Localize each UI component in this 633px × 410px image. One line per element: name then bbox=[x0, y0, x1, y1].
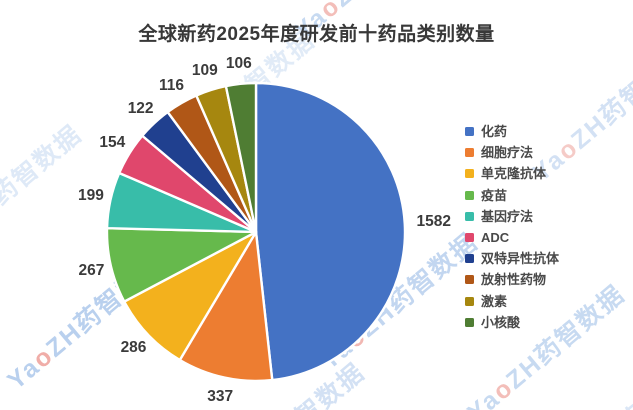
slice-value-label: 267 bbox=[78, 261, 105, 279]
legend-swatch bbox=[465, 296, 474, 306]
legend-swatch bbox=[465, 127, 474, 137]
legend-item-4[interactable]: 基因疗法 bbox=[465, 206, 559, 227]
legend-label: 双特异性抗体 bbox=[481, 251, 560, 267]
slice-value-label: 286 bbox=[120, 339, 147, 357]
slice-value-label: 1582 bbox=[416, 213, 451, 231]
slice-value-label: 116 bbox=[159, 76, 185, 94]
legend-swatch bbox=[465, 233, 474, 243]
legend-item-9[interactable]: 小核酸 bbox=[465, 312, 559, 333]
chart-title: 全球新药2025年度研发前十药品类别数量 bbox=[138, 24, 495, 45]
legend-item-2[interactable]: 单克隆抗体 bbox=[465, 163, 559, 184]
legend-swatch bbox=[465, 317, 474, 327]
legend-label: 细胞疗法 bbox=[481, 145, 534, 161]
legend-item-8[interactable]: 激素 bbox=[465, 291, 559, 312]
legend-swatch bbox=[465, 275, 474, 285]
legend-label: 小核酸 bbox=[481, 314, 521, 330]
legend-item-3[interactable]: 疫苗 bbox=[465, 185, 559, 206]
pie-slice-0[interactable] bbox=[254, 81, 407, 382]
legend-label: 疫苗 bbox=[481, 187, 508, 203]
legend-item-0[interactable]: 化药 bbox=[465, 121, 559, 142]
legend-label: 化药 bbox=[481, 124, 508, 140]
legend: 化药细胞疗法单克隆抗体疫苗基因疗法 ADC 双特异性抗体 放射性药物激素小核酸 bbox=[465, 121, 559, 333]
legend-item-7[interactable]: 放射性药物 bbox=[465, 269, 559, 290]
legend-label: 单克隆抗体 bbox=[481, 166, 547, 182]
legend-item-5[interactable]: ADC bbox=[465, 227, 559, 248]
slice-value-label: 337 bbox=[207, 388, 234, 406]
legend-swatch bbox=[465, 148, 474, 158]
legend-swatch bbox=[465, 190, 474, 200]
legend-swatch bbox=[465, 169, 474, 179]
slice-value-label: 109 bbox=[191, 61, 218, 79]
legend-label: 基因疗法 bbox=[481, 208, 534, 224]
legend-swatch bbox=[465, 211, 474, 221]
legend-label: 放射性药物 bbox=[481, 272, 547, 288]
legend-swatch bbox=[465, 254, 474, 264]
slice-value-label: 154 bbox=[99, 133, 126, 151]
pie-slice-1[interactable] bbox=[178, 230, 274, 383]
legend-item-1[interactable]: 细胞疗法 bbox=[465, 142, 559, 163]
slice-value-label: 199 bbox=[78, 186, 104, 204]
slice-value-label: 122 bbox=[127, 99, 154, 117]
legend-label: 激素 bbox=[481, 293, 508, 309]
slice-value-label: 106 bbox=[225, 54, 252, 72]
pie-slice-2[interactable] bbox=[123, 230, 258, 362]
legend-label: ADC bbox=[481, 230, 510, 246]
legend-item-6[interactable]: 双特异性抗体 bbox=[465, 248, 559, 269]
pie-slice-9[interactable] bbox=[224, 81, 258, 234]
